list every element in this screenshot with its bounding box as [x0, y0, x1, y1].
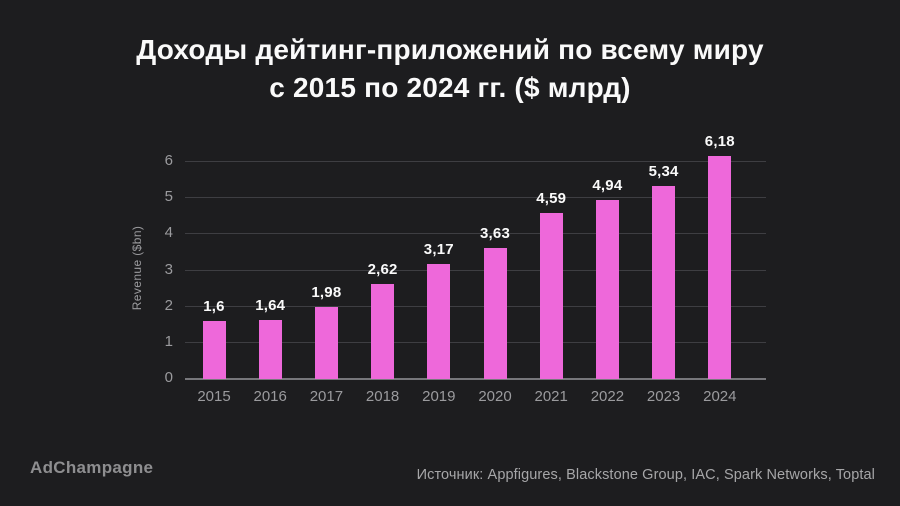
bar-2020	[483, 247, 507, 379]
value-label-2024: 6,18	[704, 132, 735, 150]
x-tick-label-2022: 2022	[590, 388, 625, 405]
gridline-4	[185, 233, 766, 235]
y-tick-label-0: 0	[164, 369, 173, 386]
value-label-2020: 3,63	[480, 224, 510, 242]
gridline-2	[185, 305, 766, 307]
chart-title-line2: с 2015 по 2024 гг. ($ млрд)	[269, 72, 631, 103]
brand-logo: AdChampagne	[30, 458, 154, 477]
bar-2022	[595, 200, 619, 379]
gridline-1	[185, 341, 766, 343]
x-tick-label-2019: 2019	[422, 388, 456, 405]
plot-area: 0 1 2 3 4 5 6 1,6 2015 1,64 2016 1,98 2017 2,62 2018 3,…	[165, 133, 766, 405]
bar-2018	[371, 284, 395, 379]
chart-title: Доходы дейтинг-приложений по всему миру …	[0, 31, 900, 107]
bar-2024	[708, 155, 732, 379]
bar-2015	[202, 321, 226, 379]
x-axis-line	[185, 378, 766, 380]
bar-2016	[258, 319, 282, 379]
value-label-2016: 1,64	[255, 296, 286, 314]
x-tick-label-2021: 2021	[534, 388, 568, 405]
y-tick-label-5: 5	[164, 188, 173, 206]
bar-2021	[539, 213, 563, 379]
y-tick-label-6: 6	[164, 152, 173, 170]
source-note: Источник: Appfigures, Blackstone Group, …	[416, 467, 875, 483]
gridline-6	[185, 161, 766, 163]
chart-title-line1: Доходы дейтинг-приложений по всему миру	[136, 34, 764, 65]
y-tick-label-3: 3	[164, 260, 173, 278]
x-tick-label-2024: 2024	[703, 388, 737, 405]
y-tick-label-1: 1	[164, 332, 173, 350]
bar-2017	[314, 307, 338, 379]
y-tick-label-2: 2	[164, 296, 173, 314]
value-label-2021: 4,59	[536, 190, 567, 208]
value-label-2022: 4,94	[592, 177, 623, 195]
x-tick-label-2015: 2015	[197, 388, 231, 405]
x-tick-label-2020: 2020	[478, 388, 512, 405]
gridline-5	[185, 197, 766, 199]
x-tick-label-2018: 2018	[365, 388, 400, 405]
gridline-3	[185, 269, 766, 271]
value-label-2017: 1,98	[311, 284, 342, 302]
x-tick-label-2017: 2017	[309, 388, 344, 405]
bar-2023	[652, 185, 676, 379]
value-label-2023: 5,34	[648, 162, 679, 180]
bar-2019	[427, 264, 451, 379]
value-label-2018: 2,62	[367, 261, 398, 279]
x-tick-label-2023: 2023	[646, 388, 681, 405]
value-label-2019: 3,17	[423, 241, 454, 259]
y-tick-label-4: 4	[164, 224, 173, 242]
value-label-2015: 1,6	[203, 298, 225, 316]
x-tick-label-2016: 2016	[253, 388, 287, 405]
